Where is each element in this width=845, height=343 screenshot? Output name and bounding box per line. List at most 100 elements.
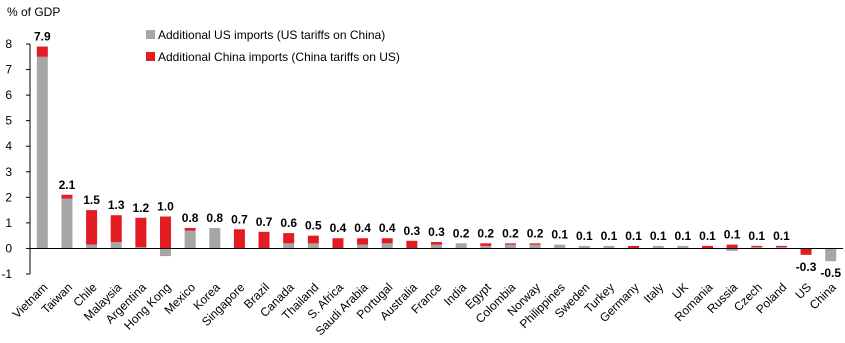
legend-label-china-imports: Additional China imports (China tariffs … [158,50,400,64]
total-label: 1.0 [157,200,174,214]
bar-us-imports [160,248,171,257]
total-label: 0.2 [453,226,470,240]
total-label: 0.4 [354,221,371,235]
bar-china-imports [726,244,738,249]
bars [36,46,837,262]
bar-us-imports [751,247,763,249]
total-label: 7.9 [34,30,51,44]
total-label: 0.4 [379,221,396,235]
y-tick-label: 2 [5,190,12,204]
bar-china-imports [283,233,295,244]
legend-swatch-china-imports [146,52,155,61]
bar-china-imports [184,228,196,231]
y-axis-title: % of GDP [7,5,60,19]
bar-us-imports [455,243,467,249]
bar-china-imports [86,210,98,245]
bar-us-imports [825,248,837,262]
bar-us-imports [529,244,541,249]
bar-us-imports [726,248,738,251]
bar-china-imports [504,243,516,245]
bar-us-imports [554,244,566,249]
bar-china-imports [357,238,369,245]
total-label: 0.1 [650,229,667,243]
total-label: -0.3 [796,260,817,274]
y-tick-label: 8 [5,37,12,51]
total-label: 0.1 [724,228,741,242]
y-tick-label: 4 [5,139,12,153]
bar-us-imports [283,243,295,249]
bar-china-imports [800,248,812,255]
total-label: 1.5 [83,193,100,207]
total-label: 1.2 [133,201,150,215]
total-labels: 7.9 2.1 1.5 1.3 1.2 1.0 0.8 0.8 0.7 0.7 0.6 0.5 0.4 0… [34,30,841,281]
total-label: 0.4 [330,221,347,235]
bar-us-imports [357,244,369,249]
bar-us-imports [603,245,615,249]
total-label: 0.1 [601,229,618,243]
total-label: 0.5 [305,219,322,233]
y-tick-label: 7 [5,63,12,77]
legend-label-us-imports: Additional US imports (US tariffs on Chi… [158,28,385,42]
y-tick-label: 5 [5,114,12,128]
bar-china-imports [110,215,122,243]
total-label: 0.1 [576,229,593,243]
y-tick-label: 3 [5,165,12,179]
bar-us-imports [36,56,48,249]
legend: Additional US imports (US tariffs on Chi… [146,28,400,64]
total-label: 0.3 [404,224,421,238]
bar-china-imports [233,229,245,249]
bar-us-imports [184,230,196,249]
bar-china-imports [381,238,393,244]
bar-china-imports [135,217,147,248]
bar-us-imports [504,244,516,249]
bar-china-imports [480,243,492,246]
bar-us-imports [381,243,393,249]
total-label: 0.1 [625,229,642,243]
total-label: 0.8 [182,211,199,225]
bar-china-imports [702,245,713,249]
bar-china-imports [61,194,73,199]
category-labels: VietnamTaiwanChileMalaysiaArgentinaHong … [10,280,839,338]
total-label: 1.3 [108,198,125,212]
bar-us-imports [209,228,221,249]
category-label: China [807,280,839,312]
total-label: 0.2 [502,226,519,240]
bar-us-imports [480,245,492,249]
total-label: 0.1 [551,228,568,242]
bar-china-imports [160,216,171,249]
bar-us-imports [135,247,147,249]
total-label: 0.1 [773,229,790,243]
bar-us-imports [652,245,664,249]
bar-china-imports [529,243,541,245]
total-label: 0.7 [231,212,248,226]
y-tick-label: 6 [5,88,12,102]
bar-us-imports [578,245,590,249]
bar-china-imports [431,242,442,245]
bar-us-imports [110,242,122,249]
bar-china-imports [406,240,418,249]
y-axis: -1 0 1 2 3 4 5 6 7 8 [1,37,31,281]
total-label: 2.1 [59,178,76,192]
total-label: 0.7 [256,215,273,229]
total-label: 0.8 [206,211,223,225]
bar-us-imports [677,245,689,249]
bar-china-imports [775,245,787,248]
total-label: 0.3 [428,225,445,239]
category-label: Italy [641,280,666,305]
bar-china-imports [258,231,270,249]
total-label: 0.2 [477,226,494,240]
y-tick-label: 0 [5,241,12,255]
bar-china-imports [307,235,319,244]
bar-us-imports [61,198,73,249]
legend-swatch-us-imports [146,30,155,39]
bar-china-imports [36,46,48,57]
y-tick-label: 1 [5,216,12,230]
bar-china-imports [332,238,344,249]
total-label: 0.1 [699,229,716,243]
total-label: 0.6 [280,216,297,230]
total-label: -0.5 [820,266,841,280]
total-label: 0.1 [675,229,692,243]
total-label: 0.1 [748,229,765,243]
bar-us-imports [307,243,319,249]
